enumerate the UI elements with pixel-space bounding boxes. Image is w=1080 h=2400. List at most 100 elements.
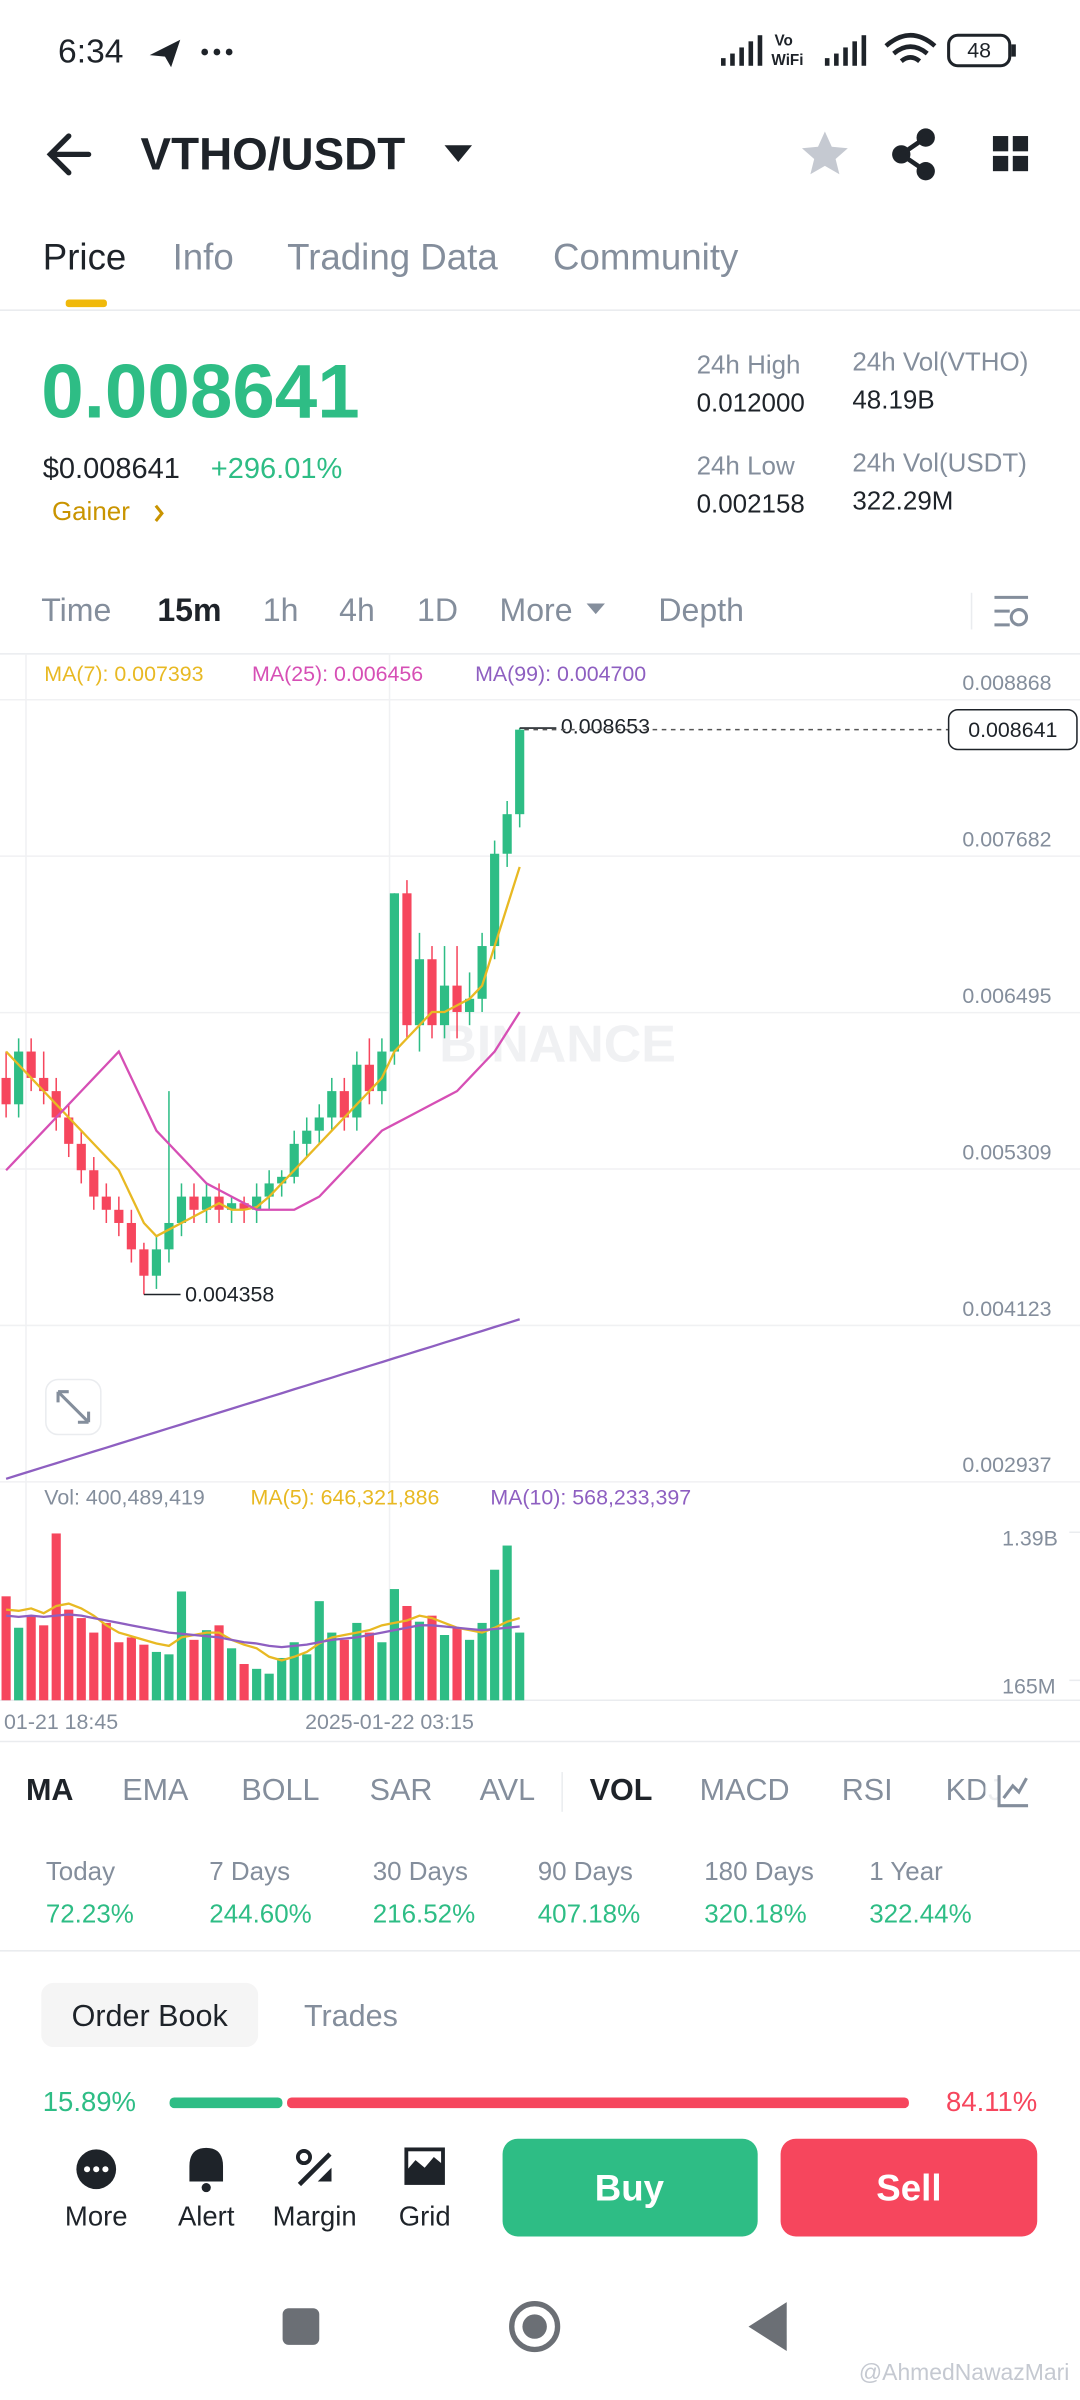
nav-label[interactable]: Grid (399, 2200, 451, 2231)
ma-legend: MA(25): 0.006456 (252, 662, 423, 686)
candle-body (364, 1064, 374, 1092)
indicator-tab[interactable]: EMA (122, 1773, 189, 1807)
indicator-tab[interactable]: BOLL (241, 1773, 319, 1807)
indicator-tab[interactable]: MA (26, 1773, 74, 1807)
candle-body (114, 1209, 124, 1223)
nav-margin[interactable]: Margin (273, 2149, 357, 2231)
candle-body (226, 1203, 237, 1210)
interval[interactable]: Time (41, 592, 111, 628)
more-caret[interactable] (586, 603, 605, 615)
volume-bar (277, 1657, 287, 1701)
volume-bar (302, 1654, 312, 1701)
chart-settings-button[interactable] (994, 595, 1029, 627)
y-tick-label: 0.002937 (962, 1453, 1051, 1477)
candle-body (427, 959, 437, 1026)
bid-bar (169, 2097, 283, 2109)
volume-bar (39, 1625, 49, 1701)
nav-label[interactable]: Margin (273, 2200, 357, 2231)
ma-line (5, 866, 521, 1238)
indicator-settings[interactable] (997, 1775, 1029, 1808)
tab-community[interactable]: Community (553, 236, 739, 277)
order-book-tab-bg[interactable] (41, 1982, 259, 2048)
volume-bar (439, 1635, 450, 1701)
home-button-dot[interactable] (522, 2314, 547, 2339)
candle-body (389, 893, 400, 1052)
indicator-tab[interactable]: RSI (842, 1773, 893, 1807)
volume-bar (164, 1654, 174, 1701)
candle-body (502, 814, 512, 854)
performance-label: 180 Days (704, 1856, 814, 1886)
buy-label[interactable]: Buy (595, 2167, 665, 2208)
sell-label[interactable]: Sell (876, 2167, 941, 2208)
tab-info[interactable]: Info (173, 236, 234, 277)
indicator-tab[interactable]: VOL (590, 1773, 653, 1807)
volume-bar (252, 1668, 262, 1701)
chart-layer: 0.008868 0.007682 0.006495 0.005309 0.004123… (0, 671, 1080, 1701)
recents-button[interactable] (282, 2308, 320, 2345)
candle-body (515, 729, 525, 815)
candle-body (101, 1196, 111, 1210)
volume-bar (402, 1605, 412, 1701)
depth-tab[interactable]: Depth (658, 592, 744, 628)
candle-body (1, 1077, 11, 1105)
price-tag-label: 0.008641 (968, 718, 1057, 742)
candle-body (89, 1170, 99, 1197)
volume-bar (1, 1596, 11, 1701)
volume-bar (364, 1632, 374, 1701)
watermark: @AhmedNawazMari (859, 2359, 1069, 2385)
battery-tip (1011, 44, 1016, 57)
interval[interactable]: 1D (417, 592, 458, 628)
pair-title[interactable]: VTHO/USDT (141, 129, 406, 180)
share-button[interactable] (892, 128, 935, 181)
trades-tab[interactable]: Trades (304, 1999, 398, 2033)
favorite-button[interactable] (801, 131, 848, 175)
ma-line (6, 1613, 520, 1649)
nav-grid[interactable]: Grid (399, 2147, 451, 2231)
sell-button[interactable] (780, 2138, 1038, 2237)
back-nav-button[interactable] (748, 2302, 787, 2352)
interval-selected[interactable]: 15m (157, 592, 221, 628)
home-button[interactable] (509, 2301, 561, 2353)
interval[interactable]: 4h (339, 592, 375, 628)
nav-label[interactable]: Alert (178, 2200, 235, 2231)
nav-more[interactable]: More (65, 2149, 128, 2231)
nav-label[interactable]: More (65, 2200, 128, 2231)
candle-body (76, 1143, 86, 1171)
layout-button[interactable] (992, 136, 1029, 172)
interval[interactable]: 1h (263, 592, 299, 628)
battery-icon (947, 33, 1012, 68)
buy-button[interactable] (502, 2138, 758, 2237)
order-book-tab[interactable]: Order Book (72, 1999, 229, 2033)
volume-bar (377, 1642, 387, 1701)
tab-price[interactable]: Price (43, 236, 127, 277)
pair-caret[interactable] (444, 145, 473, 163)
badge-chevron[interactable] (154, 504, 164, 522)
ma-line (5, 1011, 521, 1211)
expand-button[interactable] (45, 1378, 102, 1436)
back-button[interactable] (46, 133, 92, 176)
performance-value: 216.52% (373, 1899, 475, 1929)
indicator-tab[interactable]: AVL (480, 1773, 535, 1807)
gainer-badge[interactable]: Gainer (52, 496, 130, 526)
candle-body (327, 1091, 337, 1118)
indicator-tab[interactable]: MACD (700, 1773, 790, 1807)
stat-label: 24h Vol(VTHO) (852, 347, 1028, 377)
interval-more[interactable]: More (500, 592, 573, 628)
volume-bar (264, 1673, 274, 1701)
volume-bar (51, 1533, 61, 1701)
chart-watermark: BINANCE (439, 1016, 676, 1074)
candle-body (452, 985, 462, 1012)
x-tick-label: 01-21 18:45 (4, 1710, 118, 1734)
high-label: 0.008653 (561, 715, 650, 739)
tab-trading-data[interactable]: Trading Data (287, 236, 498, 277)
nav-alert[interactable]: Alert (178, 2147, 235, 2232)
volume-bar (14, 1627, 24, 1701)
ma-legend: MA(7): 0.007393 (44, 662, 203, 686)
battery-level: 48 (967, 39, 991, 63)
candle-body (64, 1117, 74, 1144)
volume-tick-label: 165M (1002, 1675, 1055, 1699)
volume-bar (314, 1601, 324, 1701)
candle-body (139, 1249, 149, 1276)
volume-bar (477, 1622, 487, 1701)
indicator-tab[interactable]: SAR (370, 1773, 433, 1807)
